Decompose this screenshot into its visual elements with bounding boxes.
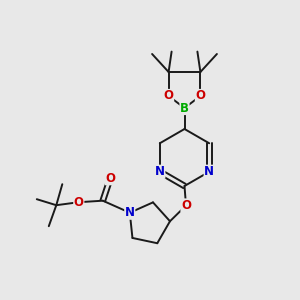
Text: N: N: [204, 165, 214, 178]
Text: N: N: [155, 165, 165, 178]
Text: O: O: [105, 172, 115, 185]
Text: O: O: [195, 89, 206, 103]
Text: O: O: [164, 89, 174, 103]
Text: N: N: [125, 206, 135, 219]
Text: B: B: [180, 101, 189, 115]
Text: O: O: [74, 196, 84, 209]
Text: O: O: [181, 199, 191, 212]
